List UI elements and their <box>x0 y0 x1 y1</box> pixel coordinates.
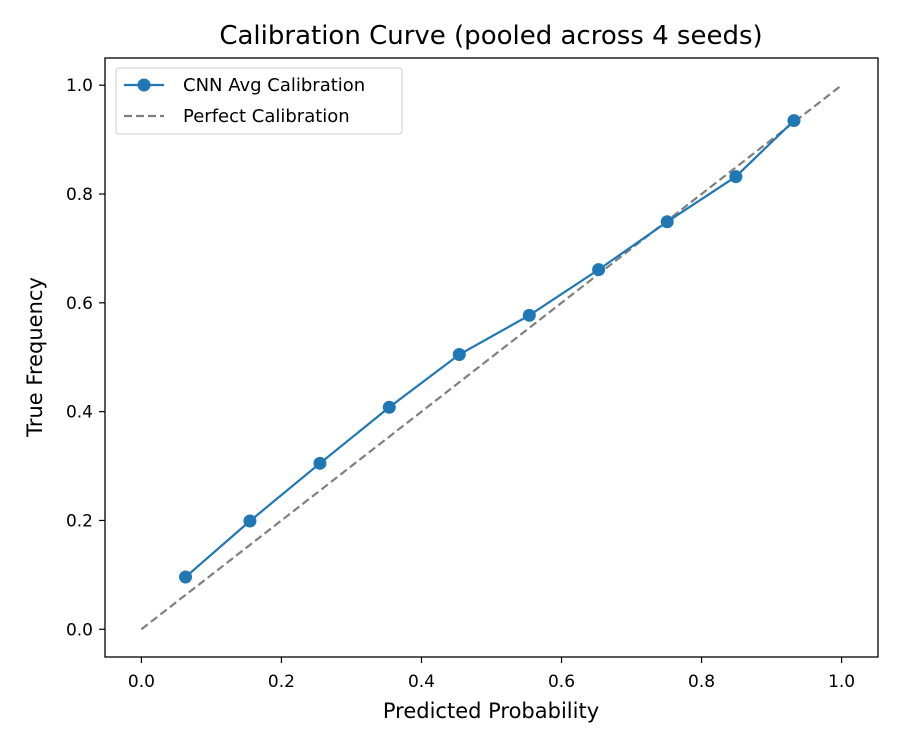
y-tick-label: 0.6 <box>66 294 93 314</box>
cnn-calibration-line <box>184 119 795 578</box>
y-tick-label: 0.0 <box>66 620 93 640</box>
cnn-calibration-point <box>729 170 743 184</box>
x-tick-label: 0.8 <box>688 672 715 692</box>
x-axis-label: Predicted Probability <box>383 699 599 723</box>
y-tick-label: 1.0 <box>66 76 93 96</box>
x-tick-label: 1.0 <box>828 672 855 692</box>
chart-title: Calibration Curve (pooled across 4 seeds… <box>219 21 762 51</box>
x-tick-label: 0.6 <box>548 672 575 692</box>
plot-area <box>104 57 879 658</box>
y-tick-label: 0.8 <box>66 185 93 205</box>
cnn-calibration-point <box>660 215 674 229</box>
x-tick-label: 0.2 <box>268 672 295 692</box>
legend-label-perfect: Perfect Calibration <box>183 106 350 127</box>
legend-label-cnn: CNN Avg Calibration <box>183 75 365 96</box>
cnn-calibration-point <box>179 570 193 584</box>
cnn-calibration-point <box>243 514 257 528</box>
cnn-calibration-point <box>452 348 466 362</box>
cnn-calibration-point <box>382 400 396 414</box>
legend-swatch-cnn-marker <box>137 78 151 92</box>
x-tick-label: 0.4 <box>408 672 435 692</box>
legend-box <box>115 67 403 135</box>
y-axis-ticks: 0.0 0.2 0.4 0.6 0.8 1.0 <box>66 76 105 640</box>
y-axis-label: True Frequency <box>23 277 47 438</box>
cnn-calibration-point <box>787 114 801 128</box>
cnn-calibration-point <box>592 263 606 277</box>
cnn-calibration-point <box>313 456 327 470</box>
cnn-calibration-point <box>522 308 536 322</box>
y-tick-label: 0.2 <box>66 511 93 531</box>
series-layer <box>140 84 843 631</box>
perfect-calibration-line <box>140 84 843 631</box>
y-tick-label: 0.4 <box>66 403 93 423</box>
legend: CNN Avg Calibration Perfect Calibration <box>115 67 403 135</box>
plot-frame <box>104 57 879 658</box>
x-axis-ticks: 0.0 0.2 0.4 0.6 0.8 1.0 <box>128 657 855 692</box>
x-tick-label: 0.0 <box>128 672 155 692</box>
